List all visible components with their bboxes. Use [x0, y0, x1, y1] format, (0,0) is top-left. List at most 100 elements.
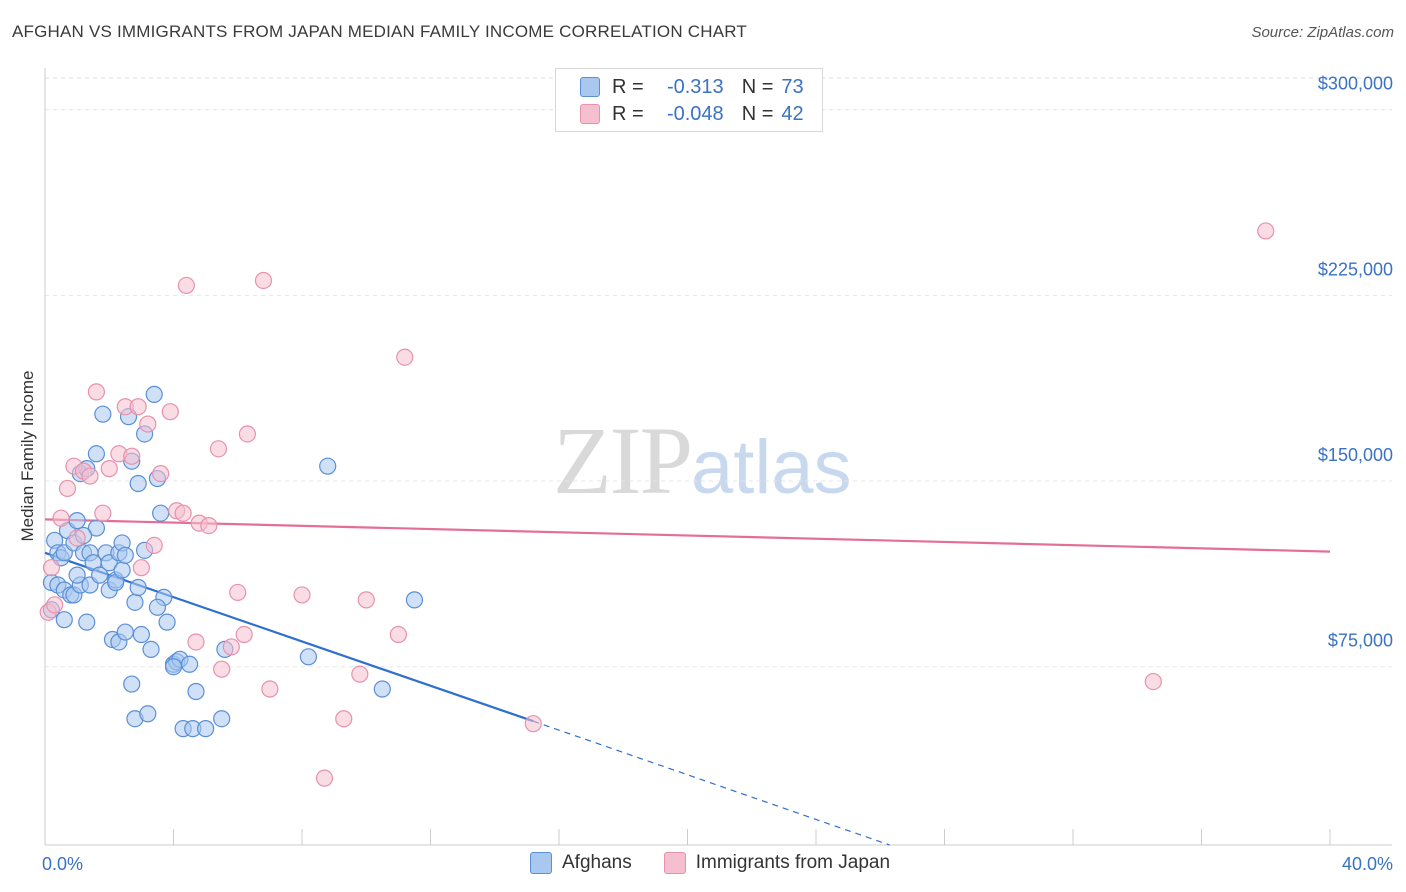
japan-point: [174, 504, 192, 522]
axes: [44, 68, 1392, 846]
afghans-point: [152, 504, 170, 522]
series-legend: Afghans Immigrants from Japan: [530, 852, 922, 874]
source-label: Source: ZipAtlas.com: [1251, 24, 1394, 41]
afghans-point: [91, 566, 109, 584]
afghans-point: [123, 675, 141, 693]
y-tick-label: $225,000: [1318, 259, 1393, 279]
japan-trend-line: [44, 518, 1331, 553]
japan-point: [200, 516, 218, 535]
legend-r-label: R =: [612, 102, 644, 125]
japan-point: [357, 591, 375, 609]
legend-label-afghans: Afghans: [562, 852, 632, 873]
japan-point: [209, 440, 228, 458]
legend-row-afghans: R = -0.313 N = 73: [580, 75, 804, 99]
japan-point: [139, 415, 157, 433]
afghans-point: [187, 682, 205, 701]
japan-point: [187, 633, 205, 651]
afghans-point: [405, 591, 424, 609]
legend-n-value: 73: [781, 75, 804, 98]
japan-point: [177, 276, 195, 295]
japan-point: [68, 529, 86, 547]
japan-point: [100, 460, 118, 478]
japan-point: [315, 769, 334, 787]
afghans-point: [213, 710, 231, 728]
japan-point: [161, 403, 179, 421]
legend-swatch-blue: [530, 852, 552, 874]
y-tick-label: $75,000: [1328, 631, 1393, 651]
legend-swatch-pink: [580, 104, 600, 124]
japan-point: [58, 479, 77, 498]
afghans-point: [180, 655, 199, 673]
japan-point: [94, 504, 112, 522]
legend-r-value: -0.048: [666, 102, 724, 125]
afghans-point: [78, 613, 96, 631]
japan-point: [152, 464, 170, 483]
japan-point: [145, 536, 163, 554]
data-points: [39, 222, 1275, 787]
afghans-point: [164, 658, 183, 676]
afghans-point: [132, 625, 150, 644]
japan-point: [52, 509, 70, 527]
watermark-atlas: atlas: [691, 425, 852, 510]
afghans-point: [373, 680, 391, 698]
watermark: ZIPatlas: [553, 405, 852, 516]
afghans-point: [113, 561, 131, 579]
legend-label-japan: Immigrants from Japan: [695, 852, 891, 873]
stats-legend: R = -0.313 N = 73 R = -0.048 N = 42: [555, 68, 823, 132]
afghans-point: [158, 613, 176, 631]
x-tick-label-max: 40.0%: [1342, 854, 1393, 874]
japan-point: [229, 583, 247, 602]
japan-point: [81, 467, 99, 485]
japan-point: [238, 425, 256, 443]
afghans-point: [116, 623, 134, 641]
legend-r-label: R =: [612, 75, 644, 98]
legend-n-value: 42: [781, 102, 804, 125]
japan-point: [335, 710, 353, 728]
legend-swatch-pink: [663, 852, 686, 874]
japan-point: [1257, 222, 1275, 240]
afghans-point: [94, 405, 112, 423]
afghans-point: [68, 512, 86, 530]
japan-point: [42, 559, 61, 577]
watermark-zip: ZIP: [553, 407, 693, 514]
x-tick-label-min: 0.0%: [42, 854, 83, 874]
afghans-point: [126, 593, 144, 611]
legend-n-label: N =: [741, 102, 774, 125]
japan-point: [524, 715, 542, 733]
japan-point: [351, 665, 369, 683]
japan-point: [222, 638, 240, 656]
grid-lines: [45, 77, 1392, 668]
afghans-trend-extension: [533, 720, 890, 846]
afghans-point: [87, 445, 106, 463]
japan-point: [129, 398, 147, 416]
afghans-point: [129, 578, 147, 597]
japan-point: [87, 383, 106, 401]
afghans-point: [116, 546, 134, 564]
japan-point: [235, 625, 253, 644]
afghans-point: [129, 474, 147, 493]
japan-point: [46, 596, 64, 614]
japan-point: [132, 559, 150, 577]
afghans-point: [148, 598, 167, 616]
legend-item-afghans: Afghans: [530, 852, 632, 874]
japan-point: [123, 447, 141, 465]
legend-swatch-blue: [580, 77, 600, 97]
afghans-point: [87, 519, 106, 537]
japan-point: [261, 680, 279, 698]
japan-point: [1144, 672, 1162, 691]
afghans-point: [139, 705, 157, 723]
legend-n-label: N =: [741, 75, 774, 98]
legend-row-japan: R = -0.048 N = 42: [580, 102, 804, 126]
afghans-point: [197, 720, 215, 738]
japan-point: [213, 660, 231, 678]
y-tick-label: $150,000: [1318, 445, 1393, 465]
japan-point: [396, 348, 414, 366]
afghans-point: [319, 457, 337, 475]
legend-r-value: -0.313: [666, 75, 724, 98]
tick-labels: $75,000 $150,000 $225,000 $300,000 0.0% 40.0%: [42, 74, 1393, 874]
japan-point: [293, 586, 311, 604]
afghans-trend-line: [44, 551, 534, 723]
afghans-point: [142, 640, 160, 658]
chart-title: AFGHAN VS IMMIGRANTS FROM JAPAN MEDIAN F…: [12, 22, 747, 41]
